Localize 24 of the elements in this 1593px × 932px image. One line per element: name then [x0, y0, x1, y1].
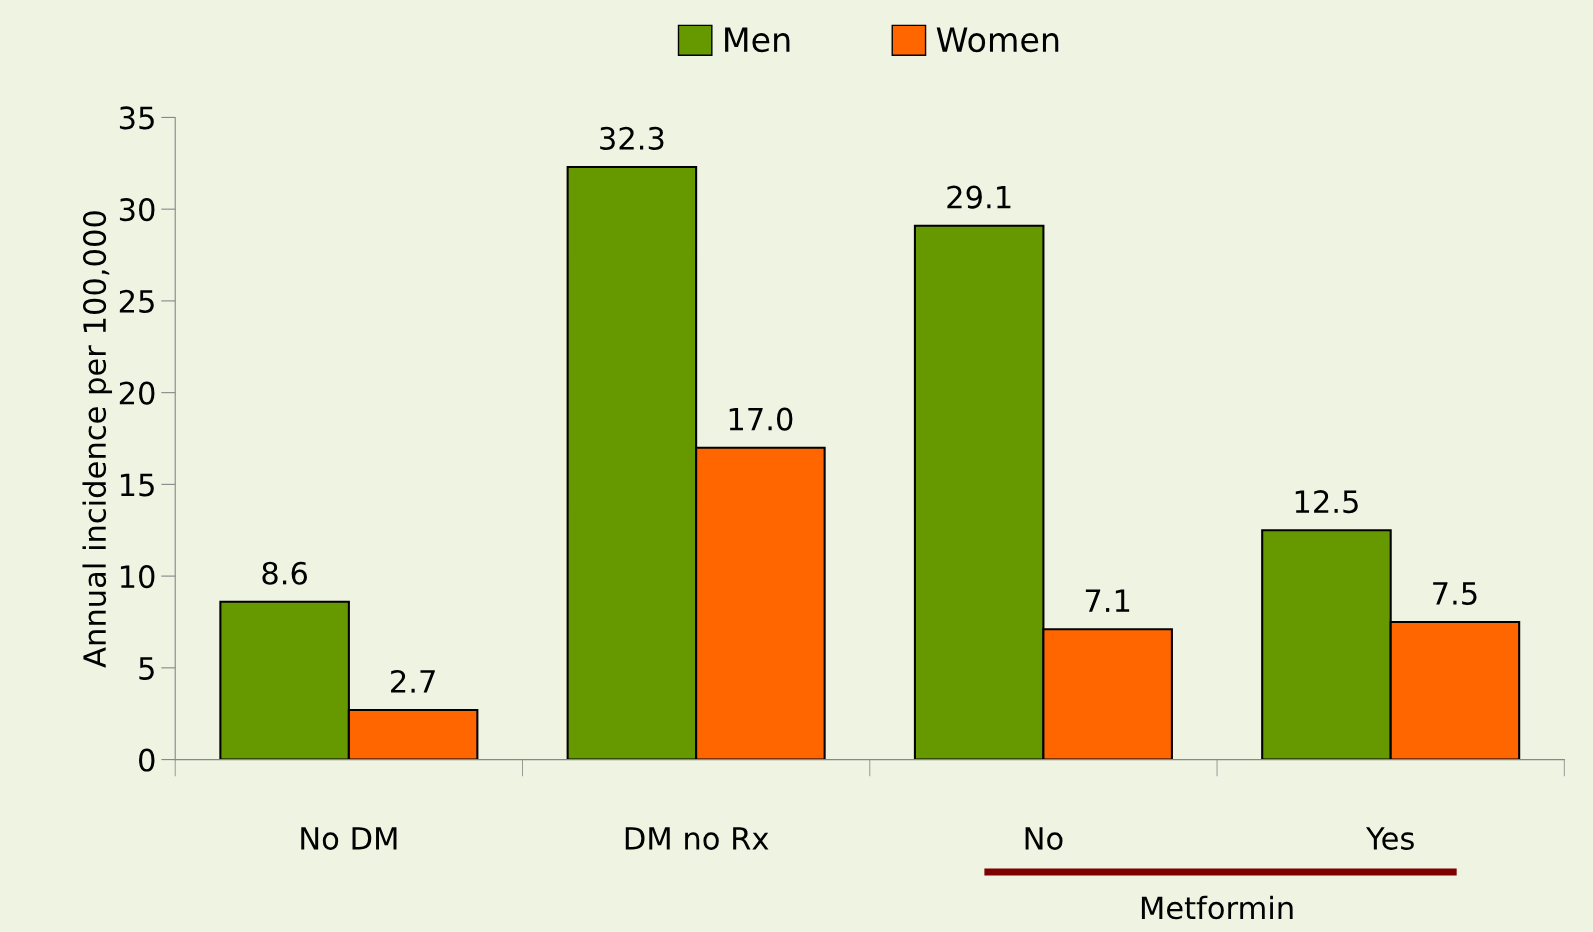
- x-tick-label: DM no Rx: [625, 827, 769, 850]
- x-tick-label: No DM: [301, 827, 397, 850]
- y-tick-label: 25: [119, 289, 154, 313]
- data-label: 32.3: [600, 126, 664, 150]
- y-tick-label: 5: [139, 657, 154, 680]
- data-label: 7.5: [1433, 582, 1477, 605]
- data-label: 12.5: [1295, 490, 1358, 514]
- data-label: 7.1: [1085, 589, 1130, 612]
- y-tick-label: 35: [119, 106, 154, 130]
- data-label: 2.7: [391, 669, 435, 693]
- y-tick-label: 10: [120, 565, 155, 589]
- data-label: 29.1: [947, 185, 1011, 209]
- y-axis-title: Annual incidence per 100,000: [82, 211, 113, 668]
- data-label: 17.0: [729, 407, 793, 431]
- x-tick-label: Yes: [1365, 827, 1414, 850]
- y-tick-label: 30: [119, 198, 155, 222]
- y-tick-label: 15: [120, 473, 154, 497]
- legend-label: Women: [936, 27, 1059, 53]
- legend-label: Men: [725, 27, 790, 53]
- text: Metformin: [1141, 895, 1293, 920]
- y-tick-label: 0: [139, 748, 155, 772]
- y-tick-label: 20: [119, 381, 155, 405]
- data-label: 8.6: [262, 561, 307, 585]
- x-tick-label: No: [1025, 827, 1063, 850]
